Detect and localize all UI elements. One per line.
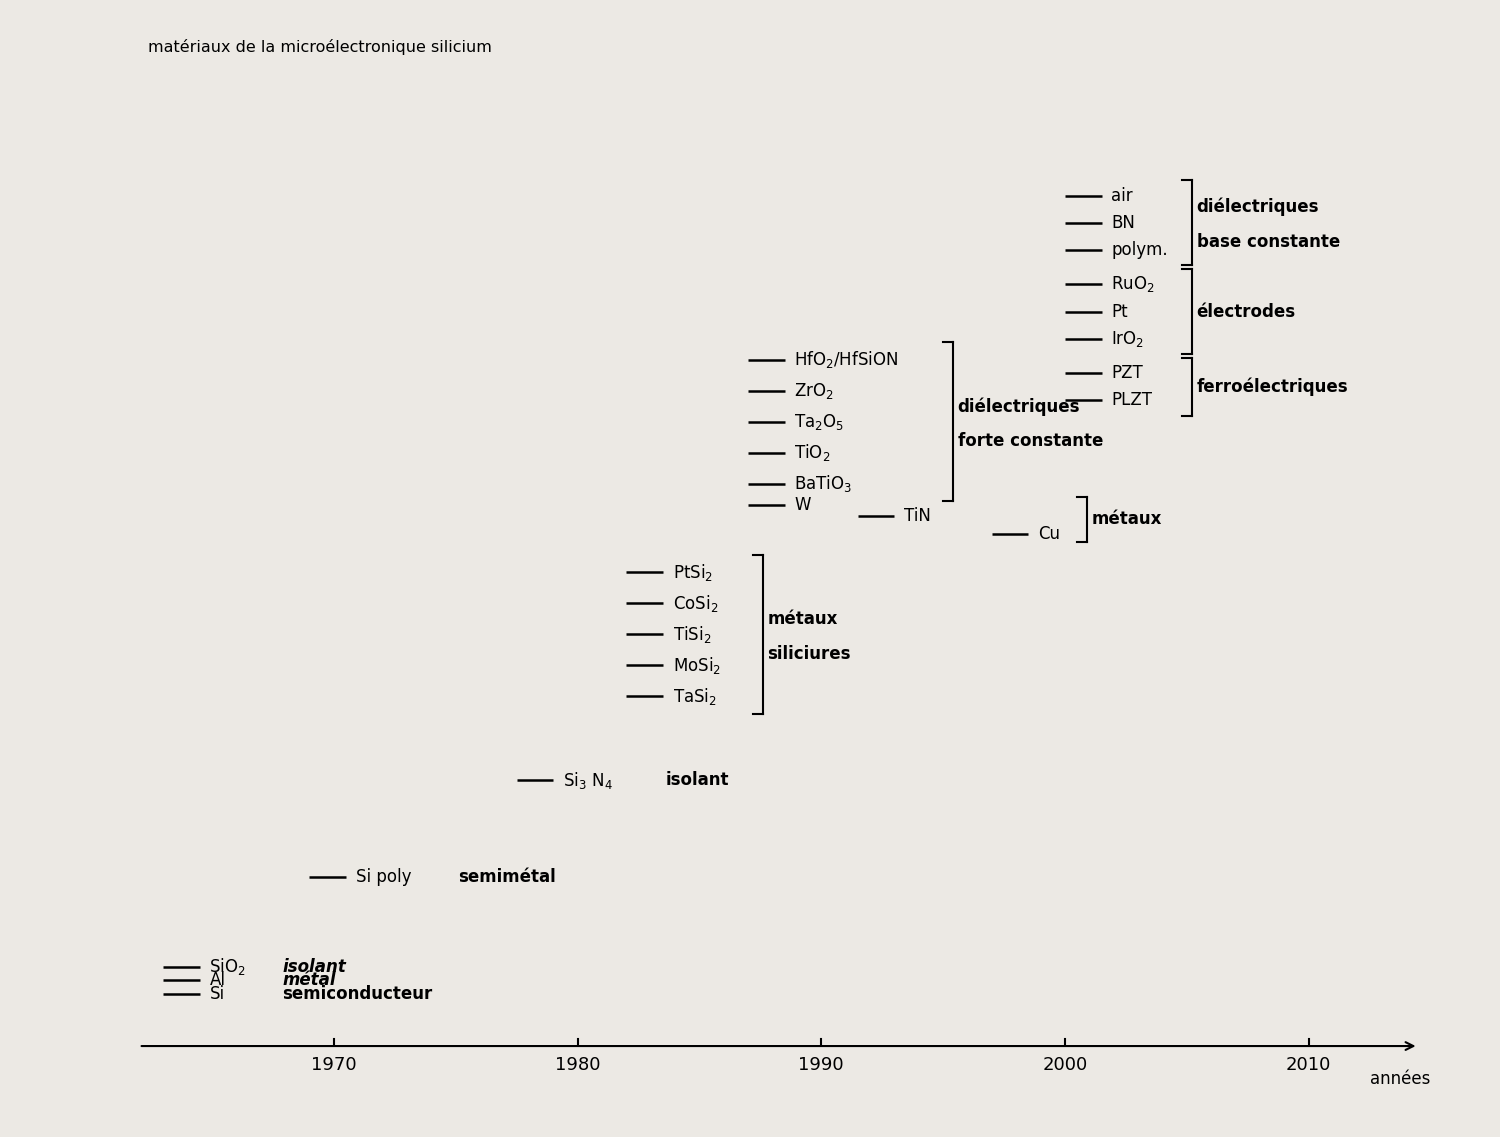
Text: base constante: base constante (1197, 233, 1340, 251)
Text: isolant: isolant (282, 957, 346, 976)
Text: ZrO$_2$: ZrO$_2$ (795, 381, 834, 400)
Text: Si: Si (210, 985, 225, 1003)
Text: semiconducteur: semiconducteur (282, 985, 434, 1003)
Text: isolant: isolant (666, 771, 729, 789)
Text: Ta$_2$O$_5$: Ta$_2$O$_5$ (795, 412, 844, 432)
Text: CoSi$_2$: CoSi$_2$ (672, 592, 718, 614)
Text: semimétal: semimétal (458, 868, 556, 886)
Text: siliciures: siliciures (768, 645, 850, 663)
Text: W: W (795, 496, 812, 514)
Text: ferroélectriques: ferroélectriques (1197, 377, 1348, 396)
Text: PLZT: PLZT (1112, 391, 1152, 409)
Text: Cu: Cu (1038, 525, 1060, 542)
Text: TiSi$_2$: TiSi$_2$ (672, 624, 711, 645)
Text: HfO$_2$/HfSiON: HfO$_2$/HfSiON (795, 349, 898, 371)
Text: PZT: PZT (1112, 364, 1143, 382)
Text: SiO$_2$: SiO$_2$ (210, 956, 246, 978)
Text: polym.: polym. (1112, 241, 1168, 259)
Text: métaux: métaux (768, 609, 838, 628)
Text: métaux: métaux (1092, 511, 1162, 529)
Text: TaSi$_2$: TaSi$_2$ (672, 686, 717, 707)
Text: Pt: Pt (1112, 302, 1128, 321)
Text: matériaux de la microélectronique silicium: matériaux de la microélectronique silici… (148, 40, 492, 56)
Text: Si$_3$ N$_4$: Si$_3$ N$_4$ (562, 770, 612, 790)
Text: Si poly: Si poly (356, 868, 411, 886)
Text: TiN: TiN (904, 507, 932, 525)
Text: années: années (1371, 1070, 1431, 1088)
Text: BaTiO$_3$: BaTiO$_3$ (795, 473, 852, 495)
Text: air: air (1112, 186, 1132, 205)
Text: MoSi$_2$: MoSi$_2$ (672, 655, 720, 675)
Text: électrodes: électrodes (1197, 302, 1296, 321)
Text: TiO$_2$: TiO$_2$ (795, 442, 831, 463)
Text: IrO$_2$: IrO$_2$ (1112, 329, 1144, 349)
Text: diélectriques: diélectriques (957, 397, 1080, 415)
Text: diélectriques: diélectriques (1197, 198, 1318, 216)
Text: PtSi$_2$: PtSi$_2$ (672, 562, 712, 583)
Text: forte constante: forte constante (957, 432, 1102, 450)
Text: BN: BN (1112, 214, 1136, 232)
Text: métal: métal (282, 971, 336, 989)
Text: RuO$_2$: RuO$_2$ (1112, 274, 1155, 294)
Text: Al: Al (210, 971, 225, 989)
